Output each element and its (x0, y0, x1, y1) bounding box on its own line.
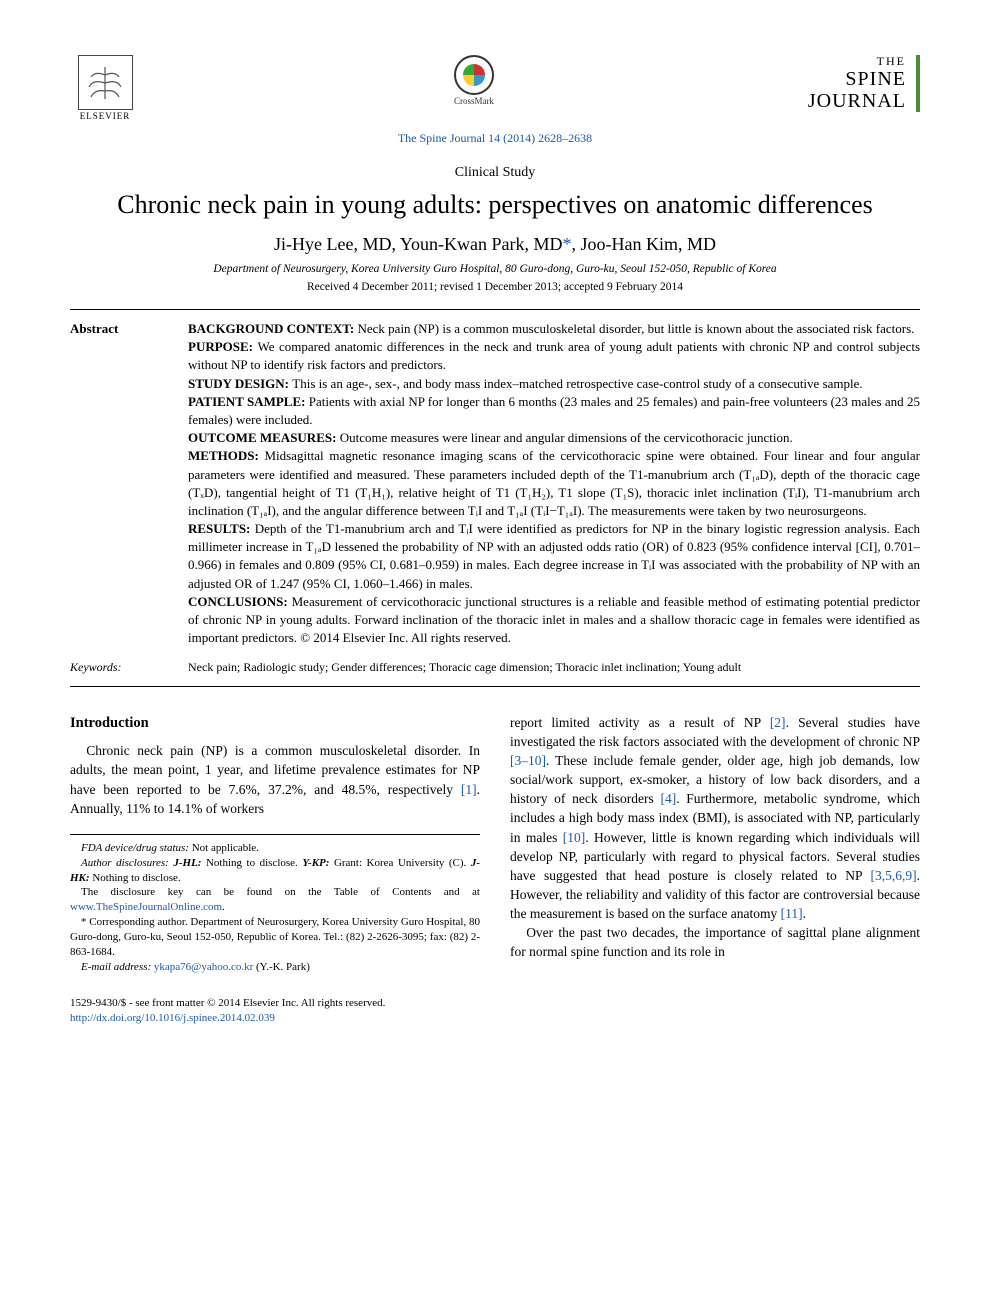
abstract-section-head: RESULTS: (188, 521, 255, 536)
article-dates: Received 4 December 2011; revised 1 Dece… (70, 280, 920, 296)
abstract-section-text: We compared anatomic differences in the … (188, 339, 920, 372)
publisher-name: ELSEVIER (80, 110, 131, 122)
citation-ref[interactable]: [10] (563, 830, 586, 845)
affiliation: Department of Neurosurgery, Korea Univer… (70, 262, 920, 278)
elsevier-tree-icon (78, 55, 133, 110)
citation-ref[interactable]: [1] (461, 782, 477, 797)
abstract-section-text: Outcome measures were linear and angular… (340, 430, 793, 445)
keywords-label: Keywords: (70, 659, 170, 675)
article-title: Chronic neck pain in young adults: persp… (70, 189, 920, 222)
crossmark-label: CrossMark (454, 95, 494, 107)
rule-bottom (70, 686, 920, 687)
front-matter-text: 1529-9430/$ - see front matter © 2014 El… (70, 997, 385, 1009)
abstract-section: CONCLUSIONS: Measurement of cervicothora… (188, 593, 920, 648)
abstract-section: PURPOSE: We compared anatomic difference… (188, 338, 920, 374)
citation-link[interactable]: The Spine Journal 14 (2014) 2628–2638 (398, 131, 592, 145)
abstract-section-text: Neck pain (NP) is a common musculoskelet… (358, 321, 915, 336)
copyright-line: 1529-9430/$ - see front matter © 2014 El… (70, 996, 385, 1026)
journal-logo-line1: SPINE (808, 68, 906, 90)
page-header: ELSEVIER CrossMark THE SPINE JOURNAL (70, 55, 920, 122)
abstract-section-text: Midsagittal magnetic resonance imaging s… (188, 448, 920, 518)
abstract-section-head: CONCLUSIONS: (188, 594, 292, 609)
footnote-line: Author disclosures: J-HL: Nothing to dis… (70, 856, 480, 886)
citation-ref[interactable]: [3–10] (510, 753, 546, 768)
email-link[interactable]: ykapa76@yahoo.co.kr (154, 961, 253, 973)
journal-logo-line2: JOURNAL (808, 90, 906, 112)
body-columns: Introduction Chronic neck pain (NP) is a… (70, 713, 920, 975)
abstract-section: BACKGROUND CONTEXT: Neck pain (NP) is a … (188, 320, 920, 338)
keywords-text: Neck pain; Radiologic study; Gender diff… (188, 659, 920, 675)
abstract-section: METHODS: Midsagittal magnetic resonance … (188, 447, 920, 520)
citation-ref[interactable]: [3,5,6,9] (871, 868, 917, 883)
keywords-row: Keywords: Neck pain; Radiologic study; G… (70, 659, 920, 675)
page-footer: 1529-9430/$ - see front matter © 2014 El… (70, 996, 920, 1026)
journal-logo: THE SPINE JOURNAL (808, 55, 920, 112)
citation-ref[interactable]: [11] (781, 906, 803, 921)
abstract-section: OUTCOME MEASURES: Outcome measures were … (188, 429, 920, 447)
author-1: Ji-Hye Lee, MD, (274, 234, 400, 254)
abstract-section-head: STUDY DESIGN: (188, 376, 292, 391)
abstract-section-text: Measurement of cervicothoracic junctiona… (188, 594, 920, 645)
abstract-section: RESULTS: Depth of the T1-manubrium arch … (188, 520, 920, 593)
abstract-section-head: OUTCOME MEASURES: (188, 430, 340, 445)
journal-logo-the: THE (808, 55, 906, 68)
abstract-section-text: This is an age-, sex-, and body mass ind… (292, 376, 862, 391)
crossmark-icon (454, 55, 494, 95)
article-type: Clinical Study (70, 164, 920, 183)
right-column: report limited activity as a result of N… (510, 713, 920, 975)
abstract-body: BACKGROUND CONTEXT: Neck pain (NP) is a … (188, 320, 920, 647)
rule-top (70, 309, 920, 310)
abstract-section: PATIENT SAMPLE: Patients with axial NP f… (188, 393, 920, 429)
abstract-section-head: METHODS: (188, 448, 264, 463)
abstract-label: Abstract (70, 320, 170, 647)
left-column: Introduction Chronic neck pain (NP) is a… (70, 713, 480, 975)
corresponding-mark[interactable]: * (563, 234, 572, 254)
footnote-line: E-mail address: ykapa76@yahoo.co.kr (Y.-… (70, 960, 480, 975)
citation-line[interactable]: The Spine Journal 14 (2014) 2628–2638 (70, 130, 920, 146)
abstract-section: STUDY DESIGN: This is an age-, sex-, and… (188, 375, 920, 393)
author-list: Ji-Hye Lee, MD, Youn-Kwan Park, MD*, Joo… (70, 232, 920, 256)
abstract-section-head: BACKGROUND CONTEXT: (188, 321, 358, 336)
body-paragraph: Chronic neck pain (NP) is a common muscu… (70, 741, 480, 818)
body-paragraph: Over the past two decades, the importanc… (510, 923, 920, 961)
publisher-logo: ELSEVIER (70, 55, 140, 122)
crossmark-widget[interactable]: CrossMark (444, 55, 504, 107)
footnote-line: The disclosure key can be found on the T… (70, 885, 480, 915)
citation-ref[interactable]: [4] (660, 791, 676, 806)
citation-ref[interactable]: [2] (770, 715, 786, 730)
section-heading-introduction: Introduction (70, 713, 480, 734)
author-3: Joo-Han Kim, MD (581, 234, 717, 254)
body-paragraph: report limited activity as a result of N… (510, 713, 920, 924)
footnotes-block: FDA device/drug status: Not applicable.A… (70, 834, 480, 975)
abstract-section-head: PATIENT SAMPLE: (188, 394, 309, 409)
author-2-corresponding: Youn-Kwan Park, MD (400, 234, 563, 254)
abstract-section-text: Depth of the T1-manubrium arch and TᵢI w… (188, 521, 920, 591)
abstract-block: Abstract BACKGROUND CONTEXT: Neck pain (… (70, 320, 920, 647)
footnote-line: * Corresponding author. Department of Ne… (70, 915, 480, 960)
footnote-line: FDA device/drug status: Not applicable. (70, 841, 480, 856)
abstract-section-head: PURPOSE: (188, 339, 258, 354)
disclosure-link[interactable]: www.TheSpineJournalOnline.com (70, 901, 222, 913)
doi-link[interactable]: http://dx.doi.org/10.1016/j.spinee.2014.… (70, 1012, 275, 1024)
